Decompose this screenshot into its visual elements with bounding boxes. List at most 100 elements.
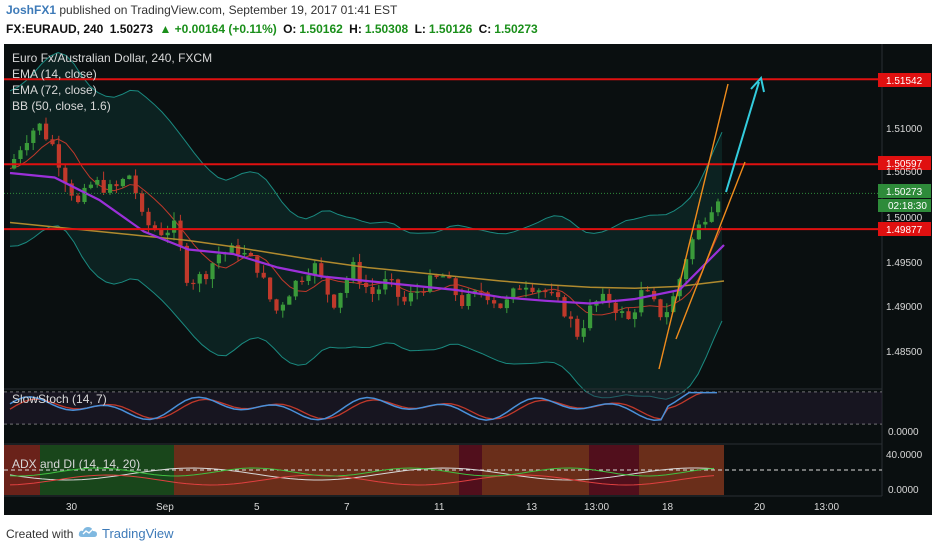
- legend-bb: BB (50, close, 1.6): [12, 99, 111, 113]
- chart-header: JoshFX1 published on TradingView.com, Se…: [0, 0, 932, 44]
- candle-body-5: [44, 123, 49, 140]
- candle-body-63: [415, 291, 420, 293]
- x-tick-5: 13: [526, 502, 538, 513]
- candle-body-14: [101, 179, 106, 193]
- candle-body-52: [344, 279, 349, 294]
- candle-body-37: [248, 252, 253, 257]
- tradingview-brand[interactable]: TradingView: [102, 526, 174, 541]
- candle-body-23: [159, 229, 164, 236]
- candle-body-84: [549, 292, 554, 294]
- published-text: published on TradingView.com, September …: [59, 3, 398, 17]
- candle-body-108: [703, 221, 708, 225]
- candle-body-46: [306, 275, 311, 282]
- candle-body-48: [319, 263, 324, 277]
- legend-ema14: EMA (14, close): [12, 67, 97, 81]
- adx-tick-0: 0.0000: [888, 485, 919, 496]
- price-label-r2: 1.50597: [886, 159, 923, 170]
- label-bg-r2: [878, 156, 931, 170]
- x-tick-9: 13:00: [814, 502, 839, 513]
- candle-body-103: [671, 296, 676, 313]
- legend-title: Euro Fx/Australian Dollar, 240, FXCM: [12, 51, 212, 65]
- price-label-last: 1.50273: [886, 187, 923, 198]
- candle-body-110: [716, 201, 721, 213]
- close-label: C:: [478, 22, 492, 36]
- candle-body-56: [370, 287, 375, 294]
- x-tick-0: 30: [66, 502, 78, 513]
- legend-ema72: EMA (72, close): [12, 83, 97, 97]
- candle-body-77: [504, 299, 509, 309]
- candle-body-94: [613, 302, 618, 313]
- candle-body-13: [95, 179, 100, 185]
- candle-body-88: [575, 318, 580, 337]
- ema-lines: [9, 171, 725, 305]
- candle-body-68: [447, 276, 452, 279]
- candle-body-31: [210, 263, 215, 280]
- label-bg-last: [878, 184, 931, 198]
- footer: Created with TradingView: [0, 515, 932, 550]
- candle-body-36: [242, 252, 247, 255]
- candle-body-107: [696, 224, 701, 240]
- candle-body-98: [639, 290, 644, 313]
- price-tick-4: 1.49000: [886, 302, 923, 313]
- candle-body-17: [120, 178, 125, 187]
- candle-body-70: [460, 295, 465, 306]
- candle-body-38: [255, 256, 260, 273]
- bollinger-fill-area: [10, 52, 722, 400]
- candle-body-26: [178, 220, 183, 246]
- candle-body-86: [562, 297, 567, 317]
- price-change: ▲ +0.00164 (+0.11%): [159, 22, 277, 36]
- bollinger-fill: [10, 52, 722, 400]
- candle-body-18: [127, 175, 132, 179]
- candle-body-75: [492, 300, 497, 304]
- adx-line: [9, 467, 715, 481]
- candle-body-43: [287, 296, 292, 305]
- candle-body-15: [108, 184, 113, 193]
- candle-body-96: [626, 311, 631, 320]
- author-name[interactable]: JoshFX1: [6, 3, 57, 17]
- candle-body-49: [325, 276, 330, 295]
- candle-body-6: [50, 139, 55, 145]
- candle-body-74: [485, 292, 490, 301]
- x-tick-8: 20: [754, 502, 766, 513]
- countdown-label: 02:18:30: [888, 201, 927, 212]
- candle-body-22: [152, 225, 157, 230]
- candle-body-12: [88, 184, 93, 188]
- candle-body-89: [581, 328, 586, 337]
- open-value: 1.50162: [299, 22, 343, 36]
- low-value: 1.50126: [428, 22, 473, 36]
- candle-body-65: [428, 275, 433, 292]
- candle-body-80: [524, 287, 529, 290]
- candle-body-53: [351, 261, 356, 280]
- candle-body-24: [165, 232, 170, 236]
- candle-body-106: [690, 239, 695, 260]
- tradingview-cloud-icon: [78, 527, 97, 537]
- price-tick-3: 1.49500: [886, 258, 923, 269]
- chart-area[interactable]: Euro Fx/Australian Dollar, 240, FXCM EMA…: [4, 44, 932, 515]
- legend-stoch: SlowStoch (14, 7): [12, 392, 107, 406]
- price-tick-5: 1.48500: [886, 347, 923, 358]
- x-tick-7: 18: [662, 502, 674, 513]
- candle-body-73: [479, 290, 484, 293]
- price-tick-2: 1.50000: [886, 213, 923, 224]
- label-bg-countdown: [878, 199, 931, 212]
- candle-body-69: [453, 278, 458, 296]
- candle-body-8: [63, 167, 68, 184]
- candle-body-101: [658, 299, 663, 318]
- bollinger-lower: [9, 225, 723, 400]
- chart-canvas[interactable]: Euro Fx/Australian Dollar, 240, FXCM EMA…: [4, 44, 932, 515]
- target-arrow-head: [750, 75, 765, 93]
- x-tick-3: 7: [344, 502, 350, 513]
- candle-body-87: [568, 316, 573, 319]
- candle-body-9: [69, 183, 74, 196]
- candle-body-79: [517, 288, 522, 290]
- candle-body-50: [332, 294, 337, 308]
- candle-body-4: [37, 123, 42, 131]
- candle-body-55: [364, 282, 369, 288]
- candle-body-45: [300, 280, 305, 282]
- created-with-text: Created with: [6, 527, 74, 541]
- high-value: 1.50308: [364, 22, 409, 36]
- ohlc-line: FX:EURAUD, 240 1.50273 ▲ +0.00164 (+0.11…: [6, 22, 541, 36]
- stoch-pane: [4, 391, 882, 425]
- candle-body-21: [146, 211, 151, 226]
- candle-body-2: [24, 143, 29, 151]
